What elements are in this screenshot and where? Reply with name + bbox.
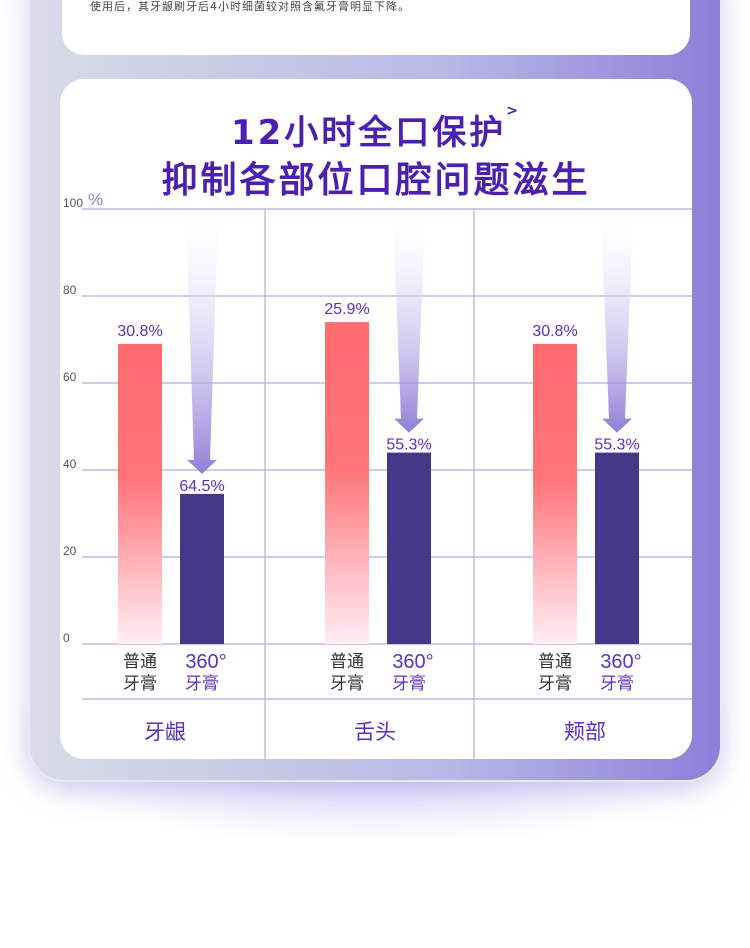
y-tick-label: 40 xyxy=(63,457,77,471)
legend-ordinary-line2: 牙膏 xyxy=(330,673,364,693)
legend-brand-line2: 牙膏 xyxy=(185,673,219,693)
bar-label-ordinary: 30.8% xyxy=(532,323,577,340)
top-card-note: 使用后，其牙龈刷牙后4小时细菌较对照含氟牙膏明显下降。 xyxy=(90,0,410,13)
legend-ordinary-line1: 普通 xyxy=(330,652,364,671)
y-tick-label: 100 xyxy=(63,196,83,210)
chart-title-line1: 12小时全口保护> xyxy=(60,103,692,154)
bar-brand xyxy=(180,493,224,644)
main-card: 12小时全口保护> 抑制各部位口腔问题滋生 % 0 20 40 60 80 100 30.8%… xyxy=(60,79,692,759)
bar-label-brand: 64.5% xyxy=(179,478,224,495)
y-tick-label: 20 xyxy=(63,544,77,558)
category-label: 舌头 xyxy=(354,721,396,744)
legend-brand-line2: 牙膏 xyxy=(392,673,426,693)
bar-label-brand: 55.3% xyxy=(594,437,639,454)
bar-ordinary xyxy=(118,343,162,644)
legend-ordinary-line2: 牙膏 xyxy=(123,673,157,693)
reduction-arrow xyxy=(186,217,218,474)
category-label: 牙龈 xyxy=(144,721,186,744)
legend-brand-line1: 360° xyxy=(392,651,433,673)
legend-brand-line1: 360° xyxy=(600,651,641,673)
bar-label-brand: 55.3% xyxy=(386,437,431,454)
bar-brand xyxy=(595,452,639,644)
bar-ordinary xyxy=(325,322,369,644)
legend-brand-line2: 牙膏 xyxy=(600,673,634,693)
seal-stamp xyxy=(367,0,507,8)
legend-ordinary-line2: 牙膏 xyxy=(538,673,572,693)
bar-brand xyxy=(387,452,431,644)
reduction-arrow xyxy=(393,217,425,433)
y-unit-label: % xyxy=(88,190,103,209)
y-tick-label: 80 xyxy=(63,283,77,297)
bar-label-ordinary: 30.8% xyxy=(117,323,162,340)
bar-label-ordinary: 25.9% xyxy=(324,301,369,318)
y-tick-label: 0 xyxy=(63,631,70,645)
y-tick-label: 60 xyxy=(63,370,77,384)
chart-title-line2: 抑制各部位口腔问题滋生 xyxy=(161,160,591,201)
title-superscript: > xyxy=(506,103,522,119)
title-line1-text: 12小时全口保护 xyxy=(230,113,507,153)
legend-ordinary-line1: 普通 xyxy=(538,652,572,671)
reduction-arrow xyxy=(601,217,633,433)
top-card: 使用后，其牙龈刷牙后4小时细菌较对照含氟牙膏明显下降。 xyxy=(62,0,690,55)
category-label: 颊部 xyxy=(564,721,606,744)
bar-ordinary xyxy=(533,343,577,644)
legend-brand-line1: 360° xyxy=(185,651,226,673)
legend-ordinary-line1: 普通 xyxy=(123,652,157,671)
bar-chart: %02040608010030.8%64.5%普通牙膏360°牙膏牙龈25.9%… xyxy=(63,190,692,759)
